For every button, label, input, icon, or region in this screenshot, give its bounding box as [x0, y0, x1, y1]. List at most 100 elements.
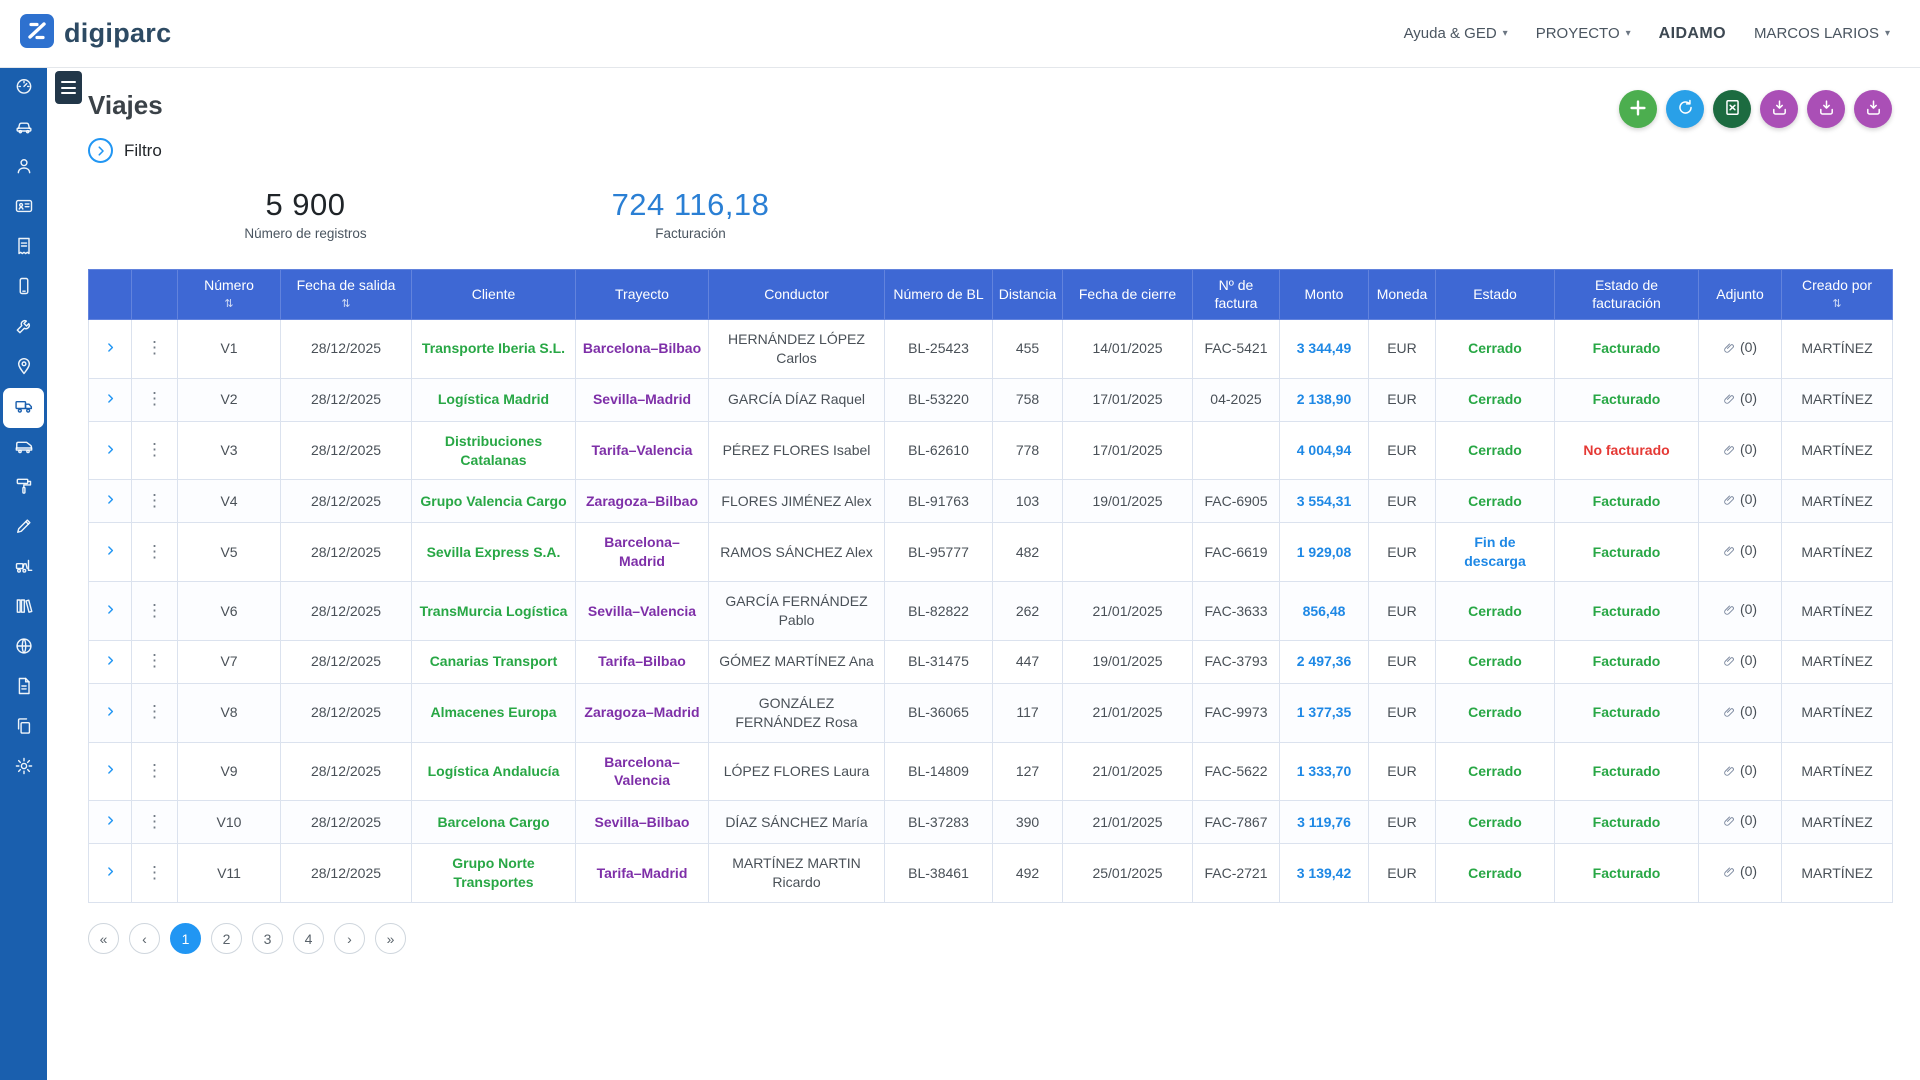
pagination-page-2[interactable]: 2: [211, 923, 242, 955]
row-menu-button[interactable]: ⋮: [146, 862, 163, 882]
cell-monto[interactable]: 856,48: [1279, 581, 1369, 641]
column-header-numero[interactable]: Número ⇅: [177, 269, 281, 320]
pagination-prev[interactable]: ‹: [129, 923, 160, 955]
cell-monto[interactable]: 2 497,36: [1279, 639, 1369, 684]
column-label: Distancia: [998, 285, 1057, 302]
cell-numero_bl: BL-91763: [884, 479, 993, 524]
sidebar-item-map-pin[interactable]: [0, 348, 47, 388]
settings-icon: [14, 756, 34, 781]
sidebar-item-copy[interactable]: [0, 708, 47, 748]
sidebar-item-invoice[interactable]: [0, 228, 47, 268]
sidebar-item-id-card[interactable]: [0, 188, 47, 228]
filter-toggle[interactable]: [88, 138, 113, 163]
row-menu-button[interactable]: ⋮: [146, 651, 163, 671]
pagination-next[interactable]: ›: [334, 923, 365, 955]
sidebar-item-forklift[interactable]: [0, 548, 47, 588]
column-header-creado_por[interactable]: Creado por ⇅: [1781, 269, 1893, 320]
brand-logo[interactable]: digiparc: [20, 14, 171, 53]
row-menu-button[interactable]: ⋮: [146, 440, 163, 460]
download-button-1[interactable]: [1760, 90, 1798, 128]
cell-fecha_cierre: 14/01/2025: [1062, 319, 1193, 379]
sidebar-item-globe[interactable]: [0, 628, 47, 668]
sidebar-item-truck[interactable]: [3, 388, 44, 428]
hamburger-icon: [61, 81, 76, 83]
cell-estado_fact: No facturado: [1554, 420, 1699, 481]
cell-fecha_salida: 28/12/2025: [280, 843, 412, 904]
cell-monto[interactable]: 1 377,35: [1279, 682, 1369, 743]
cell-monto[interactable]: 2 138,90: [1279, 377, 1369, 422]
cell-monto[interactable]: 1 333,70: [1279, 741, 1369, 802]
expand-row-button[interactable]: [104, 654, 117, 670]
expand-row-button[interactable]: [104, 341, 117, 357]
cell-expand: [88, 843, 132, 904]
row-menu-button[interactable]: ⋮: [146, 761, 163, 781]
column-header-num_factura: Nº de factura: [1192, 269, 1280, 320]
menu-proyecto[interactable]: PROYECTO ▾: [1536, 25, 1631, 42]
expand-row-button[interactable]: [104, 493, 117, 509]
pagination-page-4[interactable]: 4: [293, 923, 324, 955]
refresh-button[interactable]: [1666, 90, 1704, 128]
sidebar-item-document[interactable]: [0, 668, 47, 708]
cell-numero: V2: [177, 377, 281, 422]
expand-row-button[interactable]: [104, 865, 117, 881]
pagination-page-3[interactable]: 3: [252, 923, 283, 955]
expand-row-button[interactable]: [104, 392, 117, 408]
paperclip-icon: [1723, 544, 1736, 563]
cell-monto[interactable]: 3 119,76: [1279, 800, 1369, 845]
row-menu-button[interactable]: ⋮: [146, 389, 163, 409]
brand-name: digiparc: [64, 18, 172, 48]
cell-numero: V9: [177, 741, 281, 802]
column-header-fecha_salida[interactable]: Fecha de salida ⇅: [280, 269, 412, 320]
expand-row-button[interactable]: [104, 603, 117, 619]
cell-estado_fact: Facturado: [1554, 682, 1699, 743]
add-button[interactable]: [1619, 90, 1657, 128]
excel-export-button[interactable]: [1713, 90, 1751, 128]
menu-ayuda-ged[interactable]: Ayuda & GED ▾: [1404, 25, 1508, 42]
sidebar-item-car[interactable]: [0, 108, 47, 148]
download-button-3[interactable]: [1854, 90, 1892, 128]
expand-row-button[interactable]: [104, 763, 117, 779]
sidebar-item-archive[interactable]: [0, 588, 47, 628]
download-button-2[interactable]: [1807, 90, 1845, 128]
column-header-conductor: Conductor: [708, 269, 885, 320]
cell-estado: Cerrado: [1435, 581, 1555, 641]
cell-monto[interactable]: 3 139,42: [1279, 843, 1369, 904]
sidebar-item-pencil[interactable]: [0, 508, 47, 548]
cell-trayecto: Sevilla–Madrid: [575, 377, 709, 422]
table-row: ⋮ V5 28/12/2025 Sevilla Express S.A. Barcelo…: [88, 522, 1893, 583]
row-menu-button[interactable]: ⋮: [146, 541, 163, 561]
expand-row-button[interactable]: [104, 544, 117, 560]
cell-moneda: EUR: [1368, 377, 1436, 422]
cell-monto[interactable]: 1 929,08: [1279, 522, 1369, 583]
pagination-page-1[interactable]: 1: [170, 923, 201, 955]
sidebar-item-vehicle[interactable]: [0, 428, 47, 468]
expand-row-button[interactable]: [104, 443, 117, 459]
cell-cliente: Logística Madrid: [411, 377, 576, 422]
pagination-first[interactable]: «: [88, 923, 119, 955]
row-menu-button[interactable]: ⋮: [146, 490, 163, 510]
wrench-icon: [14, 316, 34, 341]
cell-monto[interactable]: 4 004,94: [1279, 420, 1369, 481]
cell-numero_bl: BL-95777: [884, 522, 993, 583]
sidebar-toggle-button[interactable]: [55, 71, 82, 104]
sidebar-item-dashboard[interactable]: [0, 68, 47, 108]
row-menu-button[interactable]: ⋮: [146, 702, 163, 722]
sidebar-item-settings[interactable]: [0, 748, 47, 788]
user-menu[interactable]: MARCOS LARIOS ▾: [1754, 25, 1890, 42]
cell-estado: Cerrado: [1435, 420, 1555, 481]
row-menu-button[interactable]: ⋮: [146, 811, 163, 831]
sidebar-item-driver[interactable]: [0, 148, 47, 188]
sidebar-item-paint-roller[interactable]: [0, 468, 47, 508]
expand-row-button[interactable]: [104, 814, 117, 830]
brand-mark-icon: [20, 14, 54, 53]
cell-monto[interactable]: 3 554,31: [1279, 479, 1369, 524]
sidebar-item-device[interactable]: [0, 268, 47, 308]
expand-row-button[interactable]: [104, 705, 117, 721]
pagination-last[interactable]: »: [375, 923, 406, 955]
row-menu-button[interactable]: ⋮: [146, 338, 163, 358]
menu-proyecto-label: PROYECTO: [1535, 25, 1620, 42]
sidebar-item-wrench[interactable]: [0, 308, 47, 348]
cell-monto[interactable]: 3 344,49: [1279, 319, 1369, 379]
cell-numero_bl: BL-14809: [884, 741, 993, 802]
row-menu-button[interactable]: ⋮: [146, 600, 163, 620]
